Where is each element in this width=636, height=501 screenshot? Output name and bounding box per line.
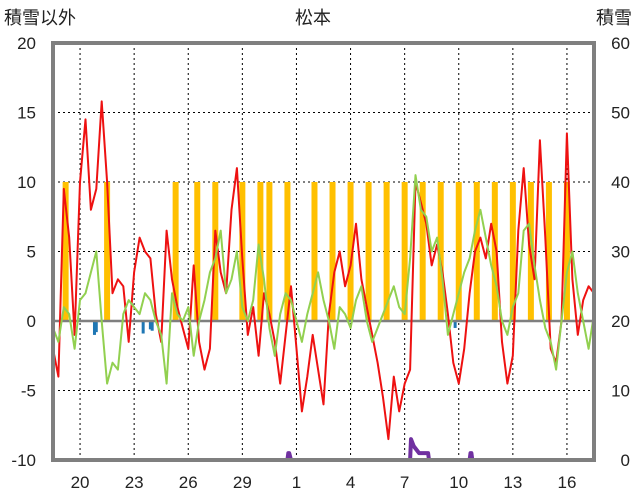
right-axis-ticks: 60 50 40 30 20 10 0 [611, 34, 630, 470]
snowfall-bar [509, 182, 516, 321]
snowfall-bar [401, 182, 408, 321]
plot-frame [51, 41, 596, 462]
precipitation-bars [92, 321, 457, 335]
left-axis-label: 積雪以外 [4, 8, 76, 28]
right-axis-label: 積雪 [596, 8, 632, 28]
left-tick-label: -10 [11, 451, 36, 470]
x-tick-label: 26 [179, 473, 198, 492]
snowfall-bar [104, 182, 111, 321]
snowfall-bar [194, 182, 201, 321]
snowfall-bar [419, 182, 426, 321]
precipitation-bar [150, 321, 154, 331]
precipitation-bar [148, 321, 152, 330]
green-series-line [52, 174, 595, 385]
right-tick-label: 20 [611, 312, 630, 331]
left-tick-label: 5 [27, 243, 36, 262]
chart-title: 松本 [295, 8, 331, 28]
snowfall-bar [491, 182, 498, 321]
right-tick-label: 50 [611, 104, 630, 123]
precipitation-bar [141, 321, 145, 334]
snowfall-bar [563, 182, 570, 321]
x-tick-label: 7 [400, 473, 409, 492]
x-tick-label: 1 [292, 473, 301, 492]
snowfall-bar [545, 182, 552, 321]
precipitation-bar [94, 321, 98, 333]
left-tick-label: -5 [21, 382, 36, 401]
x-tick-label: 10 [449, 473, 468, 492]
left-tick-label: 15 [17, 104, 36, 123]
x-tick-label: 13 [503, 473, 522, 492]
x-tick-label: 29 [233, 473, 252, 492]
x-tick-label: 20 [71, 473, 90, 492]
right-tick-label: 40 [611, 173, 630, 192]
purple-series-line [53, 437, 594, 462]
snowfall-bar [284, 182, 291, 321]
snowfall-bar [62, 182, 69, 321]
precipitation-bar [92, 321, 96, 335]
left-tick-label: 0 [27, 312, 36, 331]
right-tick-label: 30 [611, 243, 630, 262]
red-series-line [52, 100, 595, 441]
right-tick-label: 0 [621, 451, 630, 470]
x-tick-label: 4 [346, 473, 355, 492]
snowfall-bar [383, 182, 390, 321]
right-tick-label: 60 [611, 34, 630, 53]
left-tick-label: 10 [17, 173, 36, 192]
snowfall-bar [473, 182, 480, 321]
snowfall-bar [329, 182, 336, 321]
x-tick-label: 23 [125, 473, 144, 492]
x-tick-label: 16 [557, 473, 576, 492]
snowfall-bars [62, 182, 570, 321]
left-tick-label: 20 [17, 34, 36, 53]
precipitation-bar [453, 321, 457, 328]
left-axis-ticks: 20 15 10 5 0 -5 -10 [11, 34, 36, 470]
snowfall-bar [437, 182, 444, 321]
snowfall-bar [365, 182, 372, 321]
x-axis-ticks: 20 23 26 29 1 4 7 10 13 16 [71, 473, 577, 492]
snowfall-bar [172, 182, 179, 321]
right-tick-label: 10 [611, 382, 630, 401]
series-lines [52, 100, 595, 462]
snowfall-bar [347, 182, 354, 321]
snowfall-bar [266, 182, 273, 321]
snowfall-bar [455, 182, 462, 321]
snowfall-bar [311, 182, 318, 321]
